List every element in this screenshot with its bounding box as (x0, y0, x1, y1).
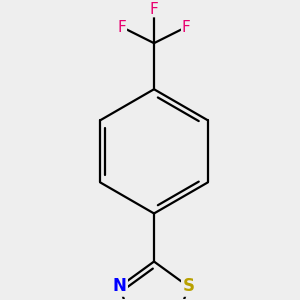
Text: F: F (150, 2, 158, 16)
Text: F: F (118, 20, 126, 34)
Text: S: S (182, 278, 194, 296)
Text: F: F (182, 20, 190, 34)
Text: N: N (113, 278, 127, 296)
